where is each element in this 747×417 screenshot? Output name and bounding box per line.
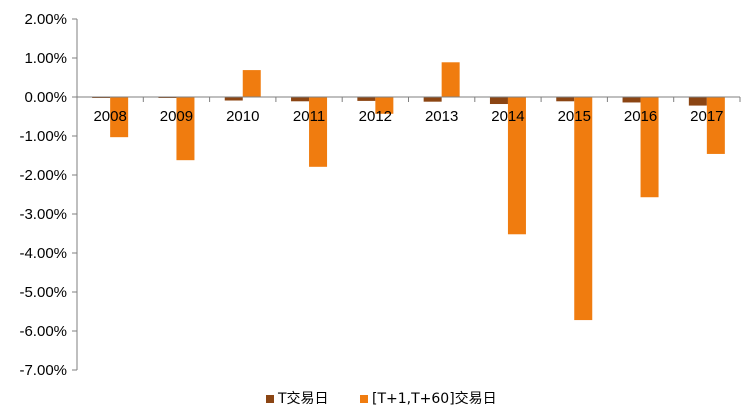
bar-t-day-2010 — [224, 97, 243, 101]
bar-t-day-2012 — [357, 97, 376, 101]
y-tick-label: 2.00% — [24, 11, 67, 28]
legend-swatch-0 — [266, 395, 274, 403]
y-tick-label: 0.00% — [24, 89, 67, 106]
y-axis: 2.00% 1.00% 0.00% -1.00% -2.00% -3.00% -4.00% -… — [19, 11, 78, 379]
bar-t1-t60-2011 — [309, 97, 328, 167]
x-tick-label: 2013 — [425, 108, 458, 125]
bar-t1-t60-2008 — [110, 97, 129, 138]
x-tick-label: 2016 — [624, 108, 657, 125]
y-tick-label: 1.00% — [24, 50, 67, 67]
y-tick-label: -1.00% — [19, 128, 67, 145]
bar-t1-t60-2016 — [640, 97, 659, 198]
x-tick-label: 2010 — [226, 108, 259, 125]
bar-t-day-2011 — [291, 97, 310, 102]
x-tick-label: 2014 — [491, 108, 524, 125]
bar-t1-t60-2013 — [441, 62, 460, 97]
bar-t1-t60-2009 — [176, 97, 195, 161]
y-tick-label: -6.00% — [19, 323, 67, 340]
bar-t-day-2013 — [423, 97, 442, 102]
x-tick-label: 2008 — [93, 108, 126, 125]
legend-label-1: [T+1,T+60]交易日 — [372, 390, 497, 407]
bar-t-day-2015 — [556, 97, 575, 102]
x-tick-label: 2011 — [293, 108, 325, 125]
bar-t1-t60-2010 — [242, 70, 261, 97]
bars — [92, 62, 725, 321]
x-tick-label: 2012 — [359, 108, 392, 125]
y-tick-label: -7.00% — [19, 362, 67, 379]
x-axis — [76, 96, 741, 102]
y-tick-label: -4.00% — [19, 245, 67, 262]
bar-t-day-2017 — [688, 97, 707, 106]
x-tick-label: 2017 — [690, 108, 723, 125]
legend-swatch-1 — [360, 395, 368, 403]
y-tick-label: -5.00% — [19, 284, 67, 301]
x-tick-label: 2009 — [160, 108, 193, 125]
legend: T交易日 [T+1,T+60]交易日 — [266, 390, 497, 407]
bar-t1-t60-2012 — [375, 97, 394, 114]
y-tick-label: -3.00% — [19, 206, 67, 223]
x-tick-label: 2015 — [558, 108, 591, 125]
bar-t1-t60-2017 — [706, 97, 725, 154]
bar-t1-t60-2015 — [574, 97, 593, 321]
category-labels: 2008 2009 2010 2011 2012 2013 2014 2015 2016 2017 — [93, 108, 723, 125]
bar-t-day-2014 — [489, 97, 508, 105]
y-tick-label: -2.00% — [19, 167, 67, 184]
legend-label-0: T交易日 — [277, 390, 329, 407]
bar-t1-t60-2014 — [507, 97, 526, 235]
bar-t-day-2016 — [622, 97, 641, 103]
